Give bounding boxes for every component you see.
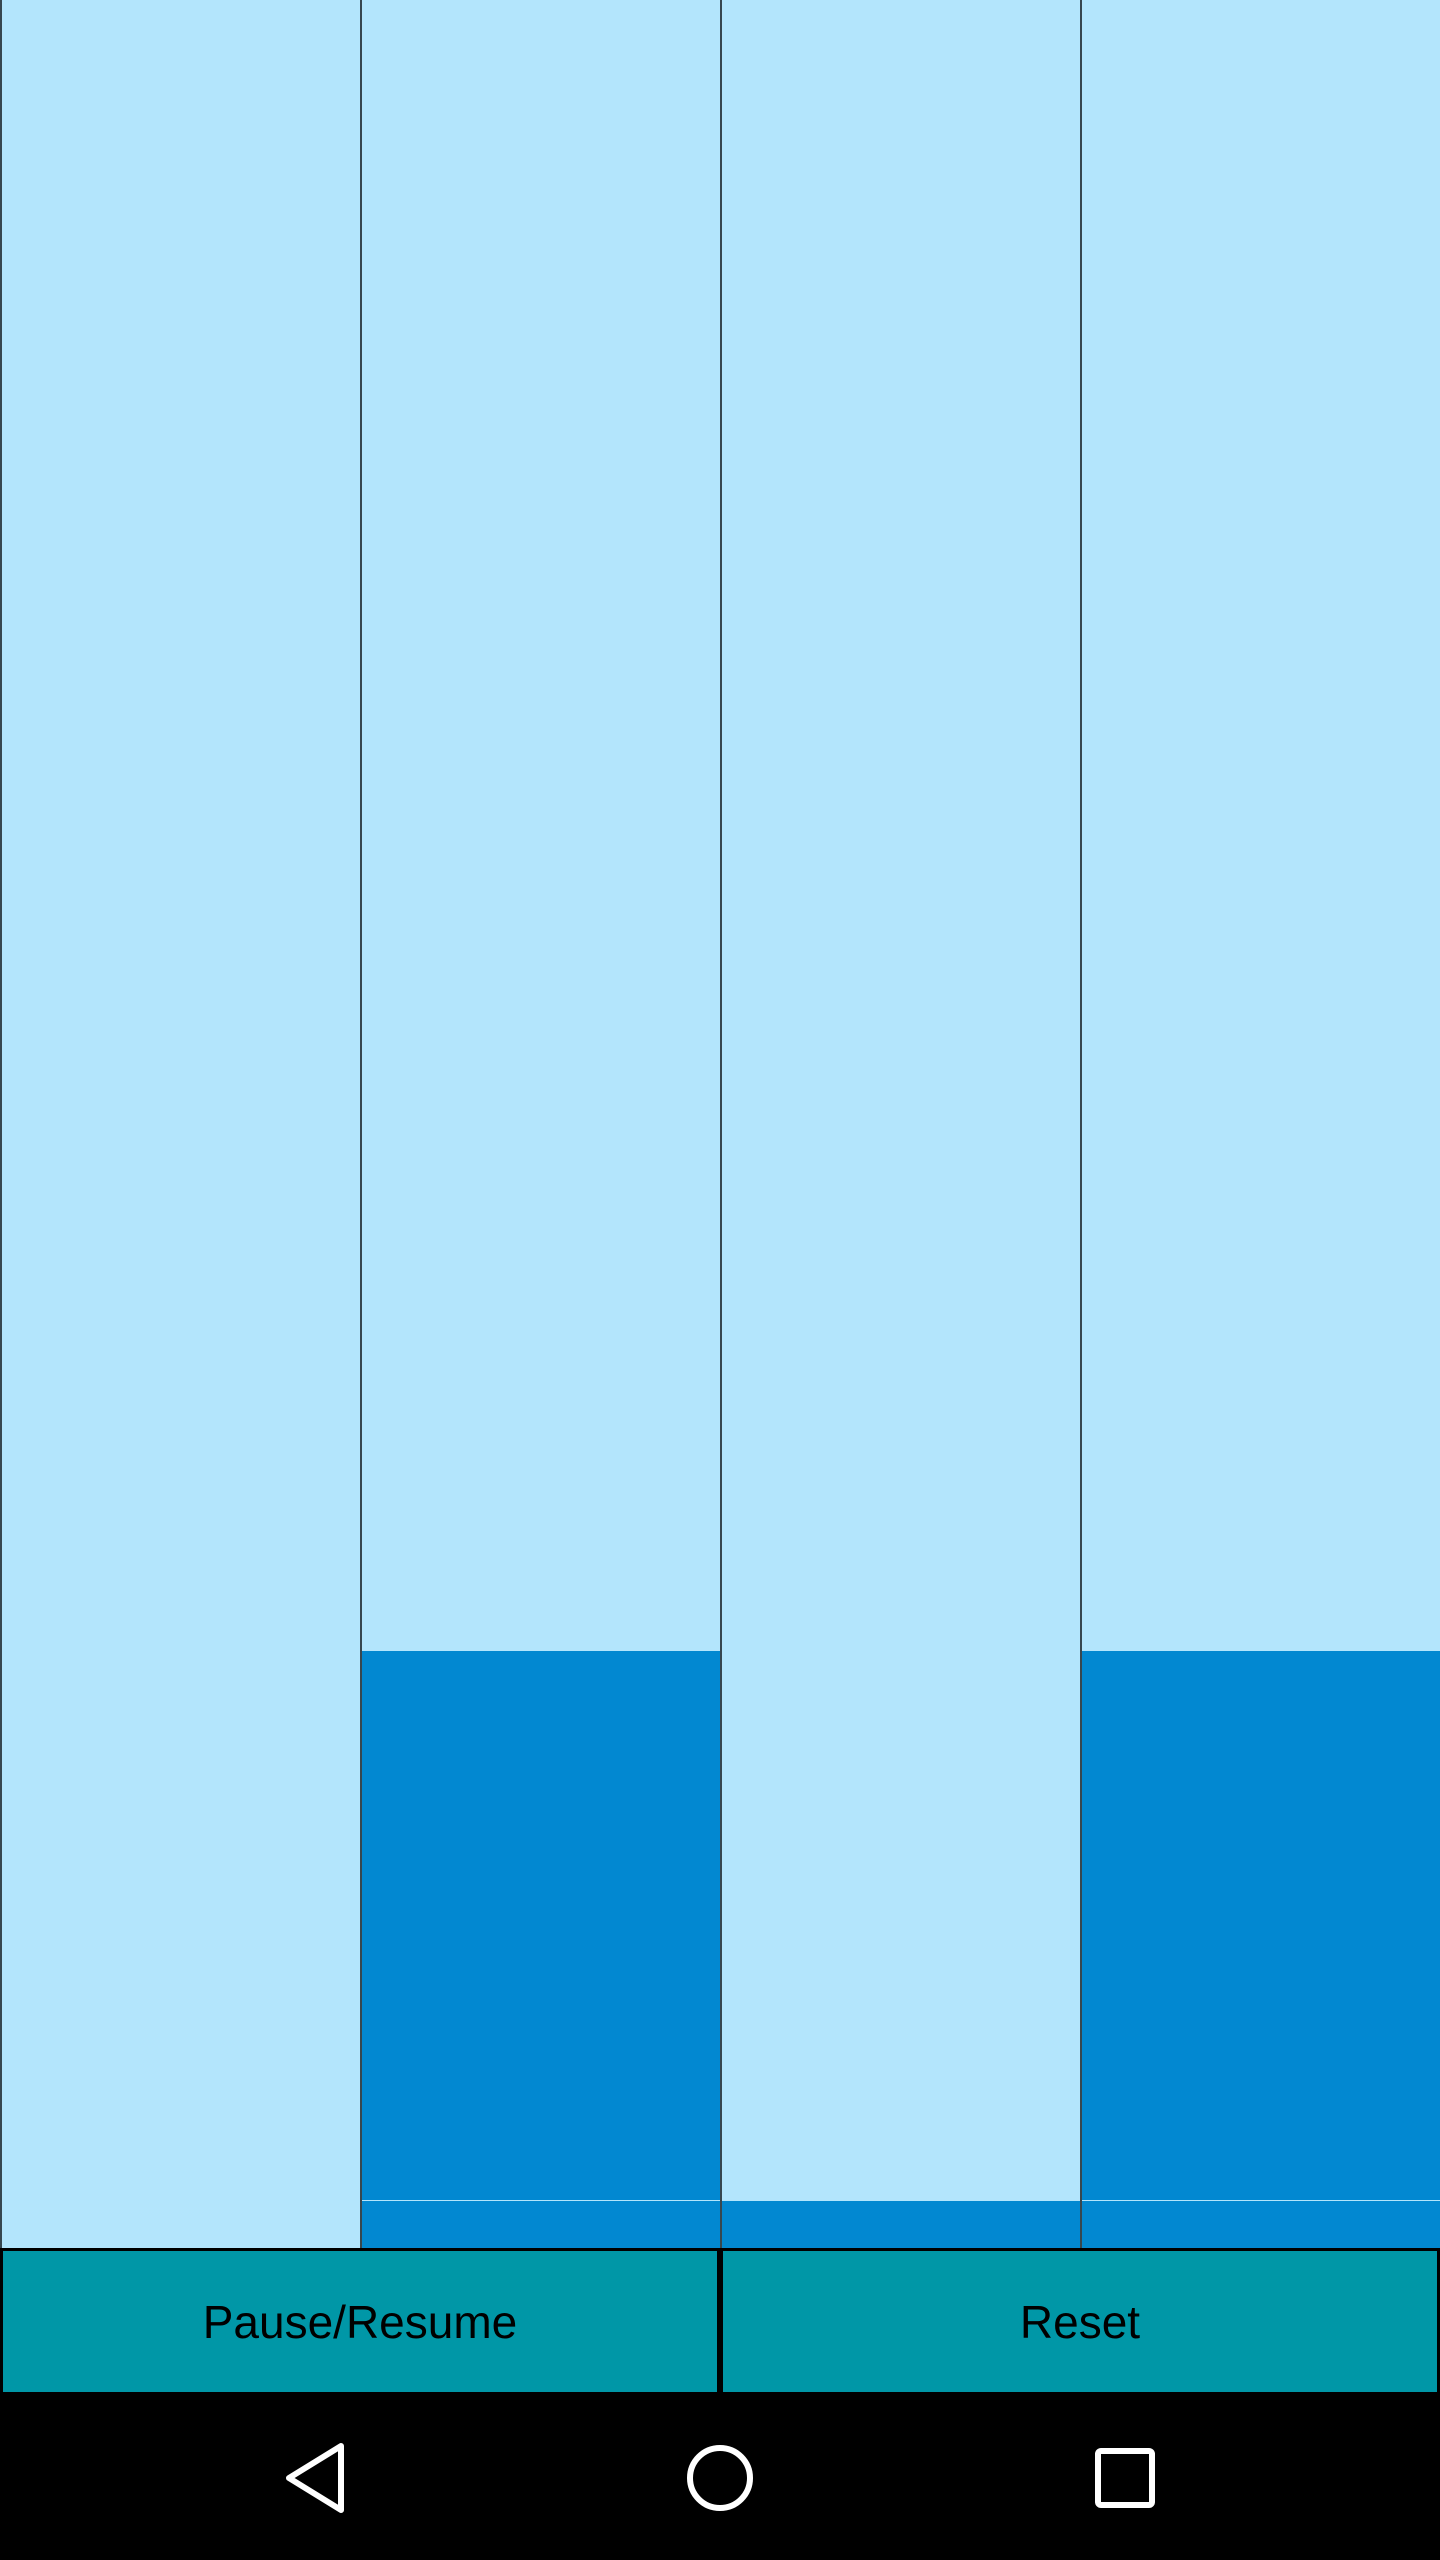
tile[interactable] [1082, 2201, 1440, 2248]
reset-button[interactable]: Reset [723, 2251, 1437, 2392]
tile[interactable] [1082, 1651, 1440, 2200]
tile[interactable] [362, 2201, 720, 2248]
back-triangle-icon [286, 2443, 344, 2513]
control-bar: Pause/Resume Reset [0, 2248, 1440, 2396]
reset-label: Reset [1019, 2295, 1141, 2348]
column-1[interactable] [0, 0, 360, 2248]
column-4[interactable] [1080, 0, 1440, 2248]
column-3[interactable] [720, 0, 1080, 2248]
home-button[interactable] [678, 2436, 762, 2520]
recent-apps-button[interactable] [1083, 2436, 1167, 2520]
column-2[interactable] [360, 0, 720, 2248]
game-board [0, 0, 1440, 2248]
system-navigation-bar [0, 2396, 1440, 2560]
home-circle-icon [687, 2445, 753, 2511]
tile[interactable] [722, 2201, 1080, 2248]
tile[interactable] [362, 1651, 720, 2200]
pause-resume-label: Pause/Resume [202, 2295, 518, 2348]
recent-apps-square-icon [1095, 2448, 1155, 2508]
pause-resume-button[interactable]: Pause/Resume [3, 2251, 717, 2392]
back-button[interactable] [273, 2436, 357, 2520]
